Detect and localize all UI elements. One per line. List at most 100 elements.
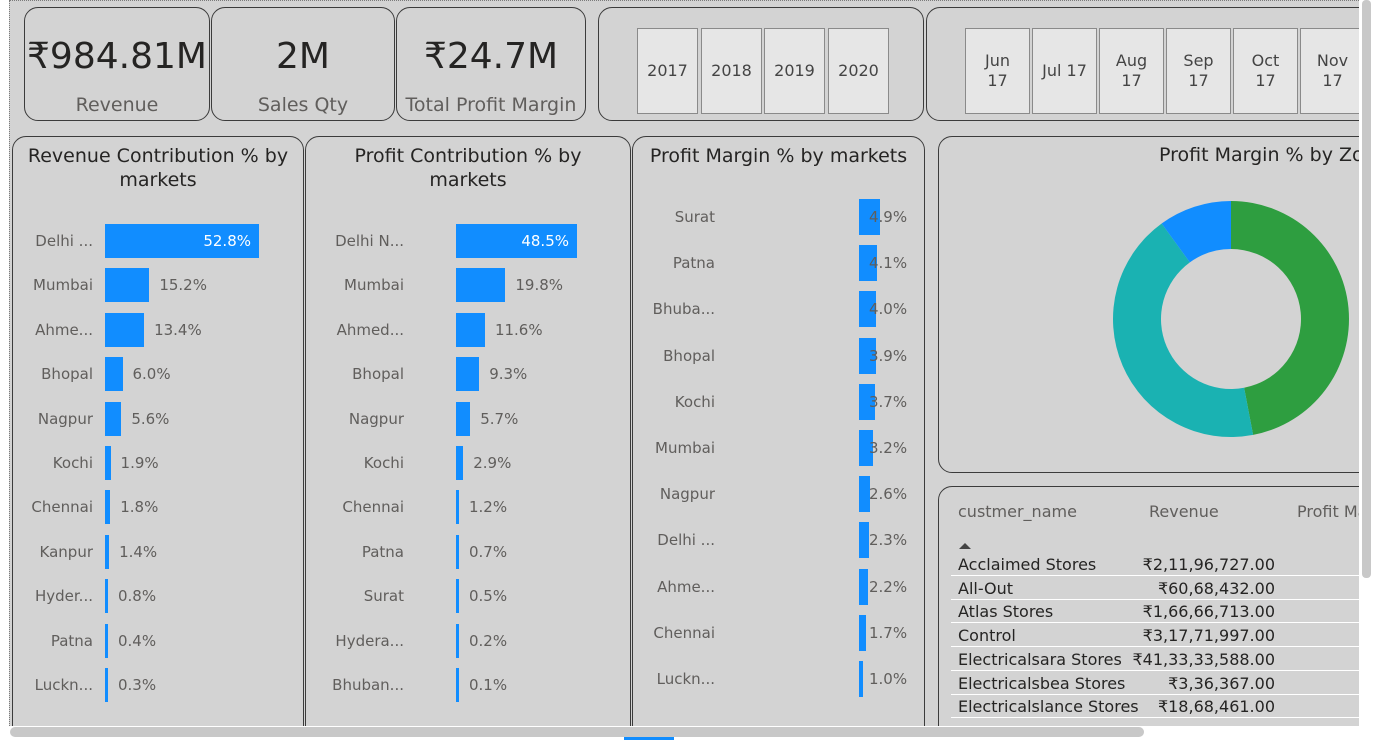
donut-slice[interactable] bbox=[1161, 201, 1231, 263]
customer-name-cell: All-Out bbox=[958, 578, 1014, 598]
bar[interactable] bbox=[105, 312, 145, 347]
bar[interactable] bbox=[105, 401, 122, 436]
bar[interactable] bbox=[859, 383, 875, 420]
category-label: Nagpur bbox=[348, 409, 404, 428]
data-label: 15.2% bbox=[159, 276, 207, 295]
month-button-jul-17[interactable]: Jul 17 bbox=[1032, 28, 1097, 114]
month-button-oct-17[interactable]: Oct 17 bbox=[1233, 28, 1298, 114]
bar[interactable] bbox=[105, 579, 108, 614]
data-label: 1.7% bbox=[869, 623, 908, 642]
column-header-customer-name[interactable]: custmer_name bbox=[958, 502, 1077, 521]
column-header-revenue[interactable]: Revenue bbox=[1149, 502, 1219, 521]
bar[interactable] bbox=[859, 199, 880, 235]
month-button-aug-17[interactable]: Aug 17 bbox=[1099, 28, 1164, 114]
chart-title: Revenue Contribution % by markets bbox=[27, 145, 289, 191]
category-label: Mumbai bbox=[655, 439, 715, 457]
data-label: 13.4% bbox=[154, 320, 202, 339]
bar[interactable] bbox=[456, 224, 577, 258]
bar[interactable] bbox=[105, 490, 111, 525]
customer-name-cell: Atlas Stores bbox=[958, 602, 1054, 622]
sort-ascending-icon[interactable] bbox=[959, 542, 971, 550]
bar[interactable] bbox=[105, 446, 111, 480]
category-label: Surat bbox=[363, 587, 404, 606]
vertical-scrollbar[interactable] bbox=[1359, 0, 1375, 740]
table-row[interactable]: All-Out ₹60,68,432.00 bbox=[951, 577, 1359, 600]
donut-slice[interactable] bbox=[1231, 201, 1349, 435]
table-row[interactable]: Control ₹3,17,71,997.00 bbox=[951, 624, 1359, 648]
data-label: 1.0% bbox=[869, 670, 908, 688]
chart-title: Profit Contribution % by markets bbox=[354, 145, 582, 191]
bar[interactable] bbox=[105, 357, 123, 392]
category-label: Luckn... bbox=[656, 670, 715, 688]
month-slicer: Jun 17 Jul 17 Aug 17 Sep 17 Oct 17 Nov 17 bbox=[926, 7, 1359, 121]
bar[interactable] bbox=[456, 312, 485, 347]
bar[interactable] bbox=[105, 534, 110, 569]
table-row[interactable]: Atlas Stores ₹1,66,66,713.00 bbox=[951, 600, 1359, 624]
category-label: Bhuba... bbox=[652, 300, 715, 319]
category-label: Hyder... bbox=[34, 587, 93, 606]
data-label: 5.7% bbox=[480, 409, 519, 428]
category-label: Kochi bbox=[674, 392, 715, 411]
bar[interactable] bbox=[105, 224, 259, 258]
bar[interactable] bbox=[105, 623, 108, 658]
revenue-contribution-chart[interactable]: Revenue Contribution % by markets Delhi … bbox=[12, 136, 304, 726]
vertical-scroll-thumb[interactable] bbox=[1362, 0, 1371, 578]
bar[interactable] bbox=[456, 401, 471, 436]
month-button-jun-17[interactable]: Jun 17 bbox=[965, 28, 1030, 114]
category-label: Patna bbox=[672, 254, 715, 273]
bar[interactable] bbox=[859, 661, 864, 697]
bar[interactable] bbox=[859, 337, 876, 374]
kpi-card-sales-qty[interactable]: 2M Sales Qty bbox=[211, 7, 395, 121]
year-button-2018[interactable]: 2018 bbox=[701, 28, 762, 114]
column-header-profit-margin[interactable]: Profit Ma bbox=[1297, 502, 1359, 521]
year-button-2017[interactable]: 2017 bbox=[637, 28, 698, 114]
kpi-card-profit-margin[interactable]: ₹24.7M Total Profit Margin bbox=[396, 7, 586, 121]
bar[interactable] bbox=[456, 446, 464, 480]
bar[interactable] bbox=[859, 476, 871, 513]
profit-contribution-chart[interactable]: Profit Contribution % by markets Delhi N… bbox=[305, 136, 631, 726]
table-row[interactable]: Electricalsbea Stores ₹3,36,367.00 bbox=[951, 672, 1359, 695]
bar[interactable] bbox=[456, 623, 459, 658]
bar[interactable] bbox=[859, 568, 869, 605]
revenue-cell: ₹3,36,367.00 bbox=[1168, 673, 1275, 693]
bar[interactable] bbox=[859, 522, 869, 559]
category-label: Hydera... bbox=[335, 631, 404, 650]
year-slicer: 2017 2018 2019 2020 bbox=[598, 7, 924, 121]
data-label: 1.9% bbox=[120, 454, 159, 472]
data-label: 0.1% bbox=[469, 676, 508, 694]
customer-table[interactable]: custmer_name Revenue Profit Ma Acclaimed… bbox=[938, 486, 1359, 726]
bar[interactable] bbox=[456, 534, 459, 569]
bar[interactable] bbox=[456, 490, 459, 525]
bar[interactable] bbox=[105, 268, 150, 303]
kpi-label: Sales Qty bbox=[257, 94, 349, 116]
profit-margin-by-markets-chart[interactable]: Profit Margin % by markets Surat 4.9% Patn… bbox=[632, 136, 925, 726]
bar[interactable] bbox=[859, 430, 873, 466]
data-label: 11.6% bbox=[494, 320, 543, 339]
month-button-nov-17[interactable]: Nov 17 bbox=[1300, 28, 1359, 114]
table-row[interactable]: Electricalslance Stores ₹18,68,461.00 bbox=[951, 695, 1359, 719]
category-label: Mumbai bbox=[33, 276, 93, 295]
kpi-card-revenue[interactable]: ₹984.81M Revenue bbox=[24, 7, 210, 121]
bar[interactable] bbox=[859, 245, 877, 282]
horizontal-scrollbar[interactable] bbox=[0, 726, 1359, 740]
year-button-2020[interactable]: 2020 bbox=[828, 28, 889, 114]
table-row[interactable]: Electricalsara Stores ₹41,33,33,588.00 bbox=[951, 648, 1359, 671]
year-button-2019[interactable]: 2019 bbox=[764, 28, 825, 114]
data-label: 0.7% bbox=[469, 542, 508, 561]
horizontal-scroll-thumb[interactable] bbox=[10, 727, 1144, 737]
bar[interactable] bbox=[456, 668, 459, 702]
profit-margin-by-zone-chart[interactable]: Profit Margin % by Zo bbox=[938, 136, 1359, 473]
donut-chart bbox=[1113, 201, 1349, 437]
data-label: 4.9% bbox=[869, 208, 908, 226]
bar[interactable] bbox=[456, 268, 506, 303]
bar[interactable] bbox=[859, 614, 867, 651]
donut-slice[interactable] bbox=[1113, 223, 1254, 437]
month-button-sep-17[interactable]: Sep 17 bbox=[1166, 28, 1231, 114]
data-label: 4.0% bbox=[869, 300, 908, 319]
bar[interactable] bbox=[859, 291, 877, 328]
bar[interactable] bbox=[105, 668, 108, 702]
table-row[interactable]: Acclaimed Stores ₹2,11,96,727.00 bbox=[951, 553, 1359, 576]
bar[interactable] bbox=[456, 579, 459, 614]
bar[interactable] bbox=[456, 357, 480, 392]
category-label: Chennai bbox=[342, 498, 404, 517]
